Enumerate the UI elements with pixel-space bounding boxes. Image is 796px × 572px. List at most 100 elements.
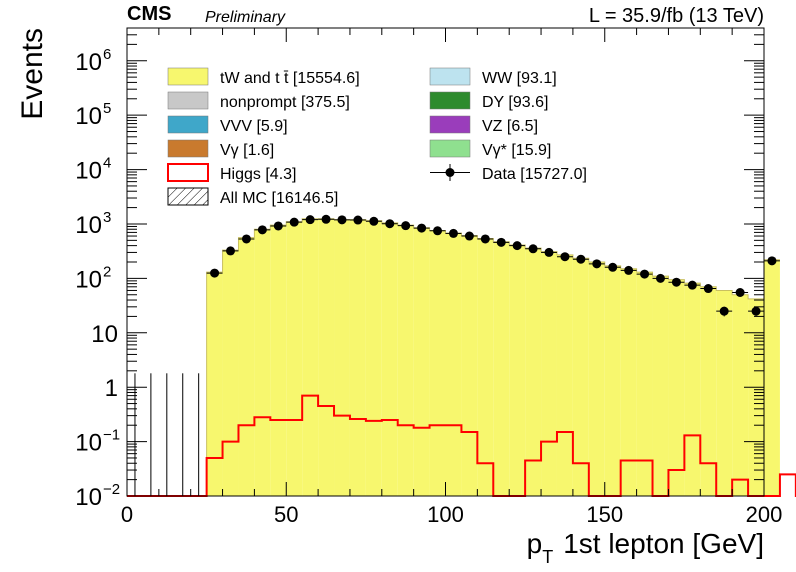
bar-tw-ttbar [254, 229, 271, 497]
x-tick-label: 50 [274, 502, 298, 527]
y-tick-exponent: 3 [103, 209, 111, 226]
legend-swatch [167, 139, 209, 158]
legend-label: Data [15727.0] [482, 166, 587, 183]
data-point [687, 280, 697, 290]
data-point [592, 259, 602, 269]
legend-swatch [167, 187, 209, 206]
legend-swatch [167, 91, 209, 110]
data-point [751, 306, 761, 316]
bar-tw-ttbar [764, 259, 780, 496]
bar-tw-ttbar [668, 279, 685, 496]
y-tick-label: 10 [75, 49, 102, 76]
y-tick-label: 10 [75, 158, 102, 185]
bar-tw-ttbar [541, 251, 557, 496]
bar-tw-ttbar [302, 218, 319, 496]
data-point [305, 215, 315, 225]
bar-tw-ttbar [652, 276, 669, 496]
x-tick-label: 0 [121, 502, 133, 527]
bar-tw-ttbar [334, 219, 350, 496]
bar-tw-ttbar [429, 230, 446, 496]
y-tick-label: 10 [75, 266, 102, 293]
data-point [257, 225, 267, 235]
legend-swatch [429, 67, 471, 86]
data-point [735, 288, 745, 298]
bar-tw-ttbar [318, 218, 335, 496]
legend-label: nonprompt [375.5] [220, 94, 350, 111]
data-point [496, 237, 506, 247]
y-tick-exponent: 5 [103, 100, 111, 117]
y-tick-exponent: 4 [103, 155, 111, 172]
cms-label: CMS [127, 3, 171, 25]
bar-tw-ttbar [588, 262, 605, 496]
x-axis-label-main: p [527, 528, 543, 559]
data-point [560, 252, 570, 262]
y-tick-exponent: 6 [103, 46, 111, 63]
data-point [401, 221, 411, 231]
bar-tw-ttbar [636, 272, 653, 496]
data-point [353, 215, 363, 225]
legend-label: WW [93.1] [482, 70, 557, 87]
legend-swatch [429, 91, 471, 110]
legend-swatch [429, 115, 471, 134]
data-point [226, 246, 236, 256]
data-point [528, 244, 538, 254]
data-point [448, 228, 458, 238]
y-tick-label: 10 [75, 103, 102, 130]
data-point [671, 277, 681, 287]
legend-swatch [167, 115, 209, 134]
data-point [624, 265, 634, 275]
bar-tw-ttbar [572, 258, 589, 496]
legend-swatch [167, 67, 209, 86]
plot-area [127, 214, 796, 497]
legend-swatch [167, 163, 209, 182]
y-axis-label: Events [16, 28, 49, 120]
data-point [640, 269, 650, 279]
bar-tw-ttbar [461, 235, 478, 497]
y-tick-exponent: 2 [103, 263, 111, 280]
legend: tW and t t̄ [15554.6] WW [93.1] nonprompt … [167, 67, 587, 207]
data-point [433, 226, 443, 236]
x-tick-label: 150 [586, 502, 623, 527]
y-tick-exponent: −1 [103, 427, 120, 444]
bar-tw-ttbar [732, 294, 749, 496]
bar-tw-ttbar [222, 250, 239, 496]
bar-tw-ttbar [445, 233, 462, 496]
data-point [241, 234, 251, 244]
y-tick-label: 1 [105, 375, 118, 402]
data-point [289, 217, 299, 227]
x-axis-label: pT 1st lepton [GeV] [527, 528, 764, 567]
x-tick-label: 200 [746, 502, 783, 527]
x-axis-label-rest: 1st lepton [GeV] [563, 528, 764, 559]
bar-tw-ttbar [270, 225, 287, 497]
legend-label: VZ [6.5] [482, 118, 538, 135]
x-axis-label-sub: T [542, 547, 553, 567]
bar-tw-ttbar [413, 227, 430, 496]
bar-tw-ttbar [509, 245, 526, 496]
data-point [719, 306, 729, 316]
data-point [655, 273, 665, 283]
data-point [385, 219, 395, 229]
bar-tw-ttbar [748, 298, 764, 496]
bar-tw-ttbar [684, 283, 701, 496]
x-tick-label: 100 [427, 502, 464, 527]
legend-label: Higgs [4.3] [220, 166, 296, 183]
bar-tw-ttbar [700, 286, 717, 496]
data-point [417, 223, 427, 233]
y-tick-label: 10 [91, 321, 118, 348]
bar-tw-ttbar [238, 237, 255, 496]
preliminary-label: Preliminary [205, 9, 286, 26]
data-point [703, 284, 713, 294]
data-point [608, 262, 618, 272]
bar-tw-ttbar [365, 220, 382, 496]
bar-tw-ttbar [397, 225, 414, 497]
data-point [321, 214, 331, 224]
bar-tw-ttbar [620, 268, 637, 496]
bar-tw-ttbar [525, 248, 542, 496]
legend-label: Vγ [1.6] [220, 142, 274, 159]
data-point [464, 231, 474, 241]
y-tick-label: 10 [75, 430, 102, 457]
bar-tw-ttbar [604, 265, 621, 496]
legend-label: VVV [5.9] [220, 118, 288, 135]
